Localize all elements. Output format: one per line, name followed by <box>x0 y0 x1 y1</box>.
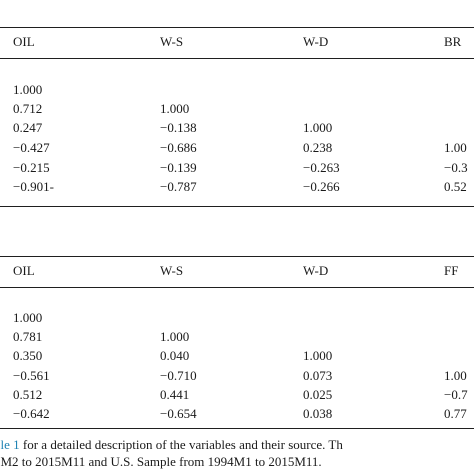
table-cell: −0.215 <box>13 160 50 175</box>
table-note-text: for a detailed description of the variab… <box>19 437 343 452</box>
table-link[interactable]: ble 1 <box>0 437 20 452</box>
table-cell: 0.238 <box>303 140 333 155</box>
table-cell: 0.77 <box>444 406 467 421</box>
table-cell: 1.000 <box>303 348 333 363</box>
table-cell: 0.441 <box>160 387 190 402</box>
table-cell: 0.52 <box>444 179 467 194</box>
table-cell: 1.000 <box>160 329 190 344</box>
table-cell: 1.000 <box>13 82 43 97</box>
header-w-s: W-S <box>160 34 184 49</box>
table-cell: −0.901- <box>13 179 54 194</box>
table-cell: 1.000 <box>13 310 43 325</box>
top-rule-2 <box>0 256 474 257</box>
table-cell: −0.266 <box>303 179 340 194</box>
table-cell: −0.3 <box>444 160 468 175</box>
table-cell: −0.138 <box>160 120 197 135</box>
table-cell: −0.7 <box>444 387 468 402</box>
header-br: BR <box>444 34 462 49</box>
table-cell: 0.038 <box>303 406 333 421</box>
table-cell: −0.710 <box>160 368 197 383</box>
table-cell: −0.642 <box>13 406 50 421</box>
header-w-d: W-D <box>303 34 329 49</box>
table-cell: 0.712 <box>13 101 43 116</box>
table-note-line-2: 9M2 to 2015M11 and U.S. Sample from 1994… <box>0 454 322 469</box>
table-cell: 0.025 <box>303 387 333 402</box>
table-cell: −0.139 <box>160 160 197 175</box>
table-cell: 0.247 <box>13 120 43 135</box>
header-oil: OIL <box>13 34 35 49</box>
table-cell: 1.00 <box>444 368 467 383</box>
table-cell: 0.781 <box>13 329 43 344</box>
table-cell: −0.654 <box>160 406 197 421</box>
table-cell: −0.561 <box>13 368 50 383</box>
header-oil: OIL <box>13 263 35 278</box>
table-cell: 0.350 <box>13 348 43 363</box>
table-cell: −0.427 <box>13 140 50 155</box>
header-w-s: W-S <box>160 263 184 278</box>
table-cell: −0.686 <box>160 140 197 155</box>
header-rule-2 <box>0 287 474 288</box>
table-note-line-1: ble 1 for a detailed description of the … <box>0 437 343 453</box>
table-cell: 1.000 <box>303 120 333 135</box>
bottom-rule-2 <box>0 428 474 429</box>
top-rule-1 <box>0 27 474 28</box>
header-rule-1 <box>0 58 474 59</box>
table-cell: −0.263 <box>303 160 340 175</box>
table-cell: 0.040 <box>160 348 190 363</box>
bottom-rule-1 <box>0 206 474 207</box>
header-ff: FF <box>444 263 459 278</box>
table-cell: 0.512 <box>13 387 43 402</box>
table-cell: 1.00 <box>444 140 467 155</box>
table-cell: 1.000 <box>160 101 190 116</box>
header-w-d: W-D <box>303 263 329 278</box>
table-cell: 0.073 <box>303 368 333 383</box>
table-cell: −0.787 <box>160 179 197 194</box>
